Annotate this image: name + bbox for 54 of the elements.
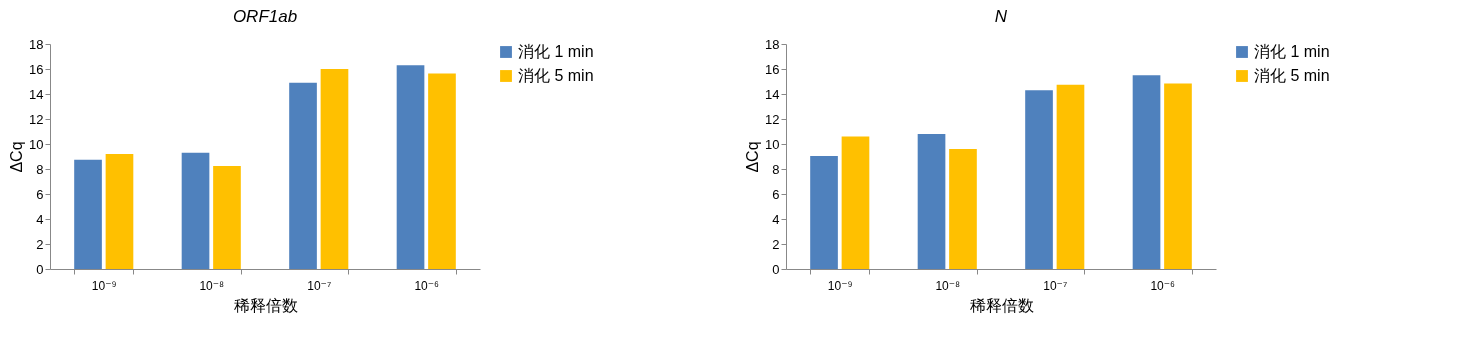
y-tick-label: 0 bbox=[772, 261, 780, 277]
chart-title: ORF1ab bbox=[232, 7, 298, 26]
bar bbox=[213, 165, 241, 269]
y-tick-label: 8 bbox=[772, 161, 780, 177]
x-tick-label: 10⁻⁷ bbox=[1043, 278, 1068, 293]
y-tick-label: 0 bbox=[36, 261, 44, 277]
y-tick-label: 6 bbox=[772, 186, 780, 202]
y-tick-label: 18 bbox=[765, 36, 780, 52]
x-tick-label: 10⁻⁹ bbox=[91, 278, 117, 293]
y-tick-label: 16 bbox=[29, 61, 44, 77]
y-tick-label: 16 bbox=[765, 61, 780, 77]
x-tick-label: 10⁻⁸ bbox=[935, 278, 961, 293]
x-tick-label: 10⁻⁶ bbox=[1150, 278, 1176, 293]
x-tick-label: 10⁻⁹ bbox=[827, 278, 853, 293]
y-tick-label: 18 bbox=[29, 36, 44, 52]
bar bbox=[917, 134, 946, 269]
bar bbox=[1164, 83, 1192, 269]
x-tick-label: 10⁻⁶ bbox=[414, 278, 440, 293]
x-tick-label: 10⁻⁷ bbox=[307, 278, 332, 293]
bar bbox=[841, 136, 870, 269]
legend-label: 消化 5 min bbox=[518, 67, 594, 84]
y-tick-label: 2 bbox=[772, 236, 780, 252]
bar bbox=[289, 82, 317, 269]
y-tick-label: 10 bbox=[765, 136, 780, 152]
y-axis-title: ΔCq bbox=[8, 141, 26, 173]
bar bbox=[320, 69, 349, 269]
chart-title: N bbox=[994, 7, 1008, 26]
legend-label: 消化 5 min bbox=[1254, 67, 1330, 84]
y-tick-label: 14 bbox=[765, 86, 780, 102]
bar bbox=[1025, 90, 1053, 269]
y-axis-title: ΔCq bbox=[744, 141, 762, 173]
bar bbox=[1056, 84, 1085, 269]
y-tick-label: 8 bbox=[36, 161, 44, 177]
y-tick-label: 4 bbox=[772, 211, 780, 227]
y-tick-label: 2 bbox=[36, 236, 44, 252]
legend-label: 消化 1 min bbox=[1254, 43, 1330, 60]
legend-label: 消化 1 min bbox=[518, 43, 594, 60]
y-tick-label: 6 bbox=[36, 186, 44, 202]
bar bbox=[396, 65, 425, 269]
bar bbox=[810, 155, 838, 269]
bar bbox=[428, 73, 456, 269]
x-axis-title: 稀释倍数 bbox=[969, 296, 1034, 314]
y-tick-label: 14 bbox=[29, 86, 44, 102]
y-tick-label: 4 bbox=[36, 211, 44, 227]
y-tick-label: 12 bbox=[29, 111, 44, 127]
y-tick-label: 10 bbox=[29, 136, 44, 152]
x-axis-title: 稀释倍数 bbox=[233, 296, 298, 314]
x-tick-label: 10⁻⁸ bbox=[199, 278, 225, 293]
bar bbox=[181, 152, 210, 269]
bar bbox=[1132, 75, 1161, 269]
bar bbox=[105, 154, 134, 269]
y-tick-label: 12 bbox=[765, 111, 780, 127]
bar bbox=[949, 149, 977, 269]
bar bbox=[74, 159, 102, 269]
